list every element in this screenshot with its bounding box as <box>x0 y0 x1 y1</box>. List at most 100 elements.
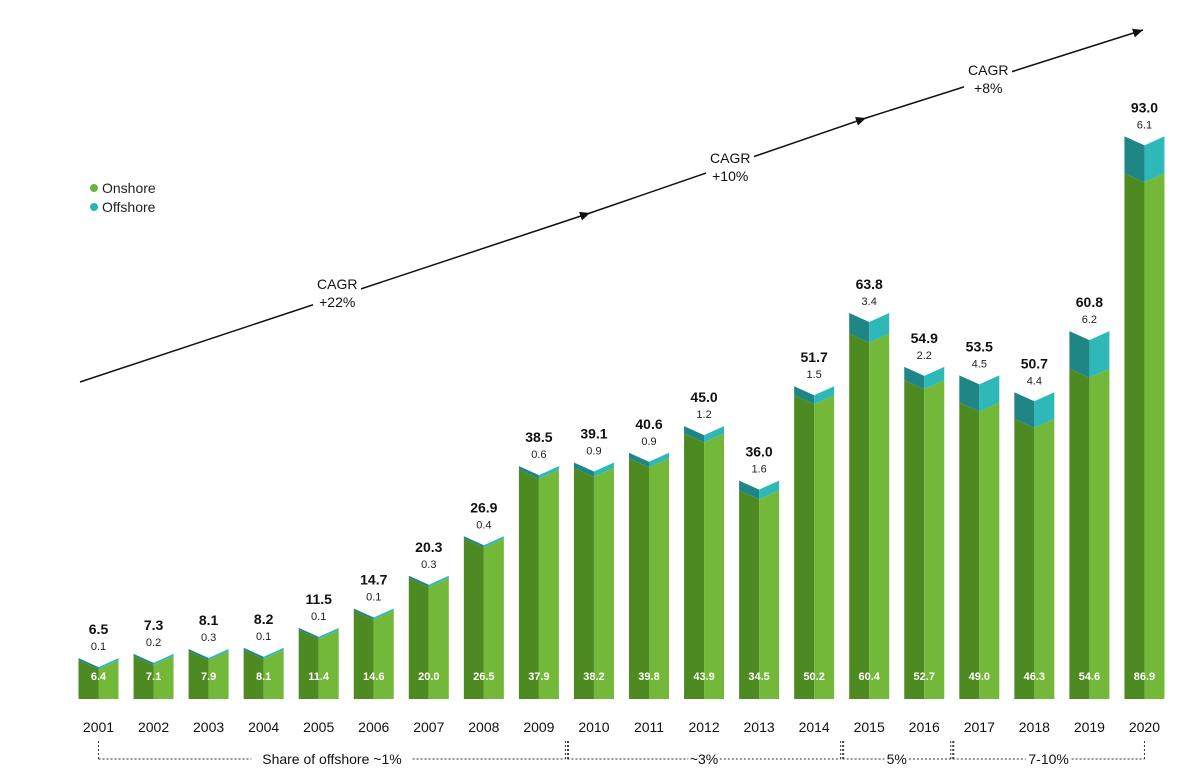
total-label-2007: 20.3 <box>415 539 442 555</box>
offshore-label-2002: 0.2 <box>146 637 161 649</box>
bar-2010: 38.2 0.9 39.1 <box>573 425 614 699</box>
bar-onshore-right-2005 <box>318 630 339 699</box>
bar-2002: 7.1 0.2 7.3 <box>133 617 174 699</box>
bar-offshore-right-2014 <box>814 386 835 405</box>
total-label-2015: 63.8 <box>856 276 883 292</box>
x-tick-2010: 2010 <box>578 719 609 735</box>
total-label-2012: 45.0 <box>690 389 717 405</box>
bar-offshore-left-2016 <box>904 366 925 390</box>
onshore-label-2002: 7.1 <box>146 671 161 683</box>
x-tick-2020: 2020 <box>1129 719 1160 735</box>
bar-onshore-right-2013 <box>759 490 780 699</box>
onshore-label-2005: 11.4 <box>308 671 330 683</box>
total-label-2004: 8.2 <box>254 611 274 627</box>
legend-item-onshore: Onshore <box>90 178 156 197</box>
offshore-label-2008: 0.4 <box>476 519 491 531</box>
bar-offshore-right-2007 <box>428 575 449 587</box>
bar-onshore-right-2006 <box>373 610 394 699</box>
bar-offshore-left-2011 <box>629 452 649 468</box>
x-tick-2009: 2009 <box>523 719 554 735</box>
x-tick-2003: 2003 <box>193 719 224 735</box>
x-tick-2014: 2014 <box>799 719 830 735</box>
bar-onshore-right-2011 <box>649 458 669 699</box>
bar-2012: 43.9 1.2 45.0 <box>684 389 725 699</box>
offshore-label-2001: 0.1 <box>91 641 106 653</box>
x-tick-2012: 2012 <box>688 719 719 735</box>
x-tick-2004: 2004 <box>248 719 279 735</box>
onshore-label-2014: 50.2 <box>803 671 824 683</box>
bar-2004: 8.1 0.1 8.2 <box>243 611 284 699</box>
bar-onshore-left-2019 <box>1069 368 1090 699</box>
x-tick-2006: 2006 <box>358 719 389 735</box>
offshore-label-2017: 4.5 <box>972 358 987 370</box>
total-label-2013: 36.0 <box>745 444 772 460</box>
x-tick-2018: 2018 <box>1019 719 1050 735</box>
bar-offshore-right-2012 <box>704 426 725 443</box>
bar-onshore-left-2002 <box>133 656 154 699</box>
bar-onshore-right-2016 <box>924 380 945 699</box>
x-tick-2005: 2005 <box>303 719 334 735</box>
bar-offshore-right-2001 <box>98 658 119 670</box>
bar-offshore-right-2017 <box>979 375 1000 412</box>
bar-offshore-right-2016 <box>924 366 945 390</box>
bar-onshore-right-2008 <box>483 538 504 699</box>
share-bracket-3: 5% <box>842 741 952 767</box>
legend-swatch-onshore <box>90 183 98 192</box>
cagr-arrowhead-2 <box>855 116 866 126</box>
bar-onshore-right-2009 <box>538 469 559 699</box>
onshore-label-2018: 46.3 <box>1024 671 1045 683</box>
bar-offshore-right-2005 <box>318 627 339 640</box>
bar-offshore-left-2013 <box>739 480 760 500</box>
offshore-label-2004: 0.1 <box>256 631 271 643</box>
onshore-label-2004: 8.1 <box>256 671 271 683</box>
bar-offshore-right-2010 <box>593 462 614 477</box>
bar-2018: 46.3 4.4 50.7 <box>1014 355 1055 699</box>
legend-label-offshore: Offshore <box>102 198 156 215</box>
bar-onshore-left-2006 <box>353 610 374 699</box>
bar-onshore-right-2002 <box>153 656 174 699</box>
bar-offshore-right-2015 <box>869 313 890 343</box>
bar-offshore-left-2018 <box>1014 392 1035 428</box>
bar-2017: 49.0 4.5 53.5 <box>959 338 1000 699</box>
onshore-label-2012: 43.9 <box>693 671 714 683</box>
bar-offshore-left-2014 <box>794 386 815 405</box>
bar-onshore-right-2017 <box>979 402 1000 699</box>
bar-offshore-left-2003 <box>188 649 209 661</box>
x-tick-2017: 2017 <box>964 719 995 735</box>
bar-offshore-left-2010 <box>573 462 594 477</box>
bar-onshore-right-2015 <box>869 333 890 699</box>
legend-swatch-offshore <box>90 202 98 211</box>
total-label-2014: 51.7 <box>801 349 828 365</box>
total-label-2016: 54.9 <box>911 330 938 346</box>
onshore-label-2013: 34.5 <box>748 671 769 683</box>
offshore-label-2015: 3.4 <box>862 296 877 308</box>
share-bracket-4: 7-10% <box>952 741 1145 767</box>
bar-offshore-right-2003 <box>208 649 229 661</box>
bar-onshore-left-2004 <box>243 649 264 699</box>
bar-onshore-left-2010 <box>573 467 594 699</box>
bar-onshore-right-2010 <box>593 467 614 699</box>
x-tick-2013: 2013 <box>744 719 775 735</box>
bar-offshore-left-2020 <box>1124 136 1145 183</box>
onshore-label-2016: 52.7 <box>914 671 935 683</box>
bar-onshore-right-2007 <box>428 578 449 699</box>
bar-offshore-left-2005 <box>298 627 319 640</box>
offshore-label-2011: 0.9 <box>641 436 656 448</box>
total-label-2009: 38.5 <box>525 429 552 445</box>
cagr-label-2-value: +10% <box>712 168 749 184</box>
bar-onshore-left-2020 <box>1124 173 1145 699</box>
bar-2003: 7.9 0.3 8.1 <box>188 612 229 699</box>
total-label-2001: 6.5 <box>89 621 109 637</box>
legend: Onshore Offshore <box>90 178 156 216</box>
bar-offshore-left-2004 <box>243 647 264 659</box>
total-label-2010: 39.1 <box>580 425 607 441</box>
bar-offshore-left-2006 <box>353 608 374 620</box>
onshore-label-2017: 49.0 <box>969 671 990 683</box>
cagr-label-3-value: +8% <box>974 80 1003 96</box>
share-bracket-1: Share of offshore ~1% <box>98 741 566 767</box>
bar-offshore-left-2017 <box>959 375 980 412</box>
cagr-label-3-title: CAGR <box>968 62 1009 78</box>
bar-onshore-left-2005 <box>298 630 319 699</box>
total-label-2011: 40.6 <box>635 416 662 432</box>
